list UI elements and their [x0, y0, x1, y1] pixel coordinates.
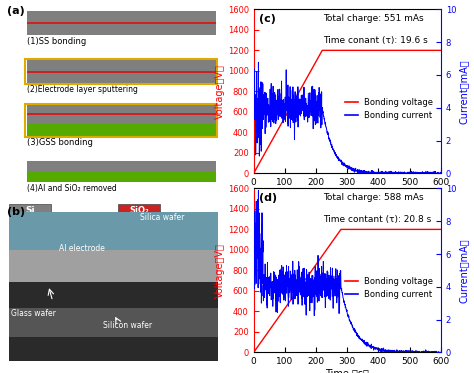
- X-axis label: Time （s）: Time （s）: [325, 189, 369, 199]
- Y-axis label: Current（mA）: Current（mA）: [459, 59, 469, 124]
- Bar: [27, 172, 216, 182]
- Bar: [27, 115, 216, 124]
- Text: Time contant (τ): 20.8 s: Time contant (τ): 20.8 s: [323, 214, 431, 224]
- Bar: [27, 73, 216, 83]
- Text: Glass wafer: Glass wafer: [11, 310, 56, 319]
- Bar: [27, 124, 216, 136]
- Bar: [26, 104, 217, 137]
- Text: Total charge: 551 mAs: Total charge: 551 mAs: [323, 14, 423, 23]
- Text: (d): (d): [259, 193, 277, 203]
- Bar: [27, 70, 216, 73]
- Legend: Bonding voltage, Bonding current: Bonding voltage, Bonding current: [342, 94, 437, 123]
- Bar: [118, 204, 160, 217]
- Y-axis label: Current（mA）: Current（mA）: [459, 238, 469, 303]
- Text: Si: Si: [25, 206, 35, 215]
- Bar: [27, 104, 216, 113]
- Text: (3)GSS bonding: (3)GSS bonding: [27, 138, 92, 147]
- Y-axis label: Voltage（V）: Voltage（V）: [215, 243, 225, 298]
- Text: Total charge: 588 mAs: Total charge: 588 mAs: [323, 193, 423, 202]
- Legend: Bonding voltage, Bonding current: Bonding voltage, Bonding current: [342, 273, 437, 303]
- Text: Silicon wafer: Silicon wafer: [103, 321, 152, 330]
- Text: (a): (a): [7, 6, 25, 16]
- Text: Silica wafer: Silica wafer: [140, 213, 184, 222]
- X-axis label: Time （s）: Time （s）: [325, 368, 369, 373]
- Bar: [9, 282, 219, 361]
- Bar: [27, 113, 216, 115]
- Bar: [27, 24, 216, 35]
- Text: Al electrode: Al electrode: [59, 244, 105, 253]
- Bar: [9, 211, 219, 253]
- Bar: [9, 250, 219, 282]
- Text: (c): (c): [259, 14, 276, 24]
- Bar: [26, 59, 217, 84]
- Bar: [9, 204, 51, 217]
- Bar: [27, 22, 216, 24]
- Bar: [27, 60, 216, 70]
- Text: (1)SS bonding: (1)SS bonding: [27, 37, 86, 46]
- Y-axis label: Voltage（V）: Voltage（V）: [215, 64, 225, 119]
- Text: SiO₂: SiO₂: [129, 206, 149, 215]
- Text: Time conant (τ): 19.6 s: Time conant (τ): 19.6 s: [323, 35, 428, 45]
- Text: 7740: 7740: [17, 224, 43, 233]
- Bar: [9, 308, 219, 337]
- Text: (b): (b): [7, 207, 25, 217]
- Bar: [118, 222, 160, 235]
- Text: (4)Al and SiO₂ removed: (4)Al and SiO₂ removed: [27, 184, 116, 193]
- Text: (2)Electrode layer sputtering: (2)Electrode layer sputtering: [27, 85, 137, 94]
- Bar: [9, 222, 51, 235]
- Bar: [27, 161, 216, 172]
- Text: Al: Al: [134, 224, 144, 233]
- Bar: [27, 12, 216, 22]
